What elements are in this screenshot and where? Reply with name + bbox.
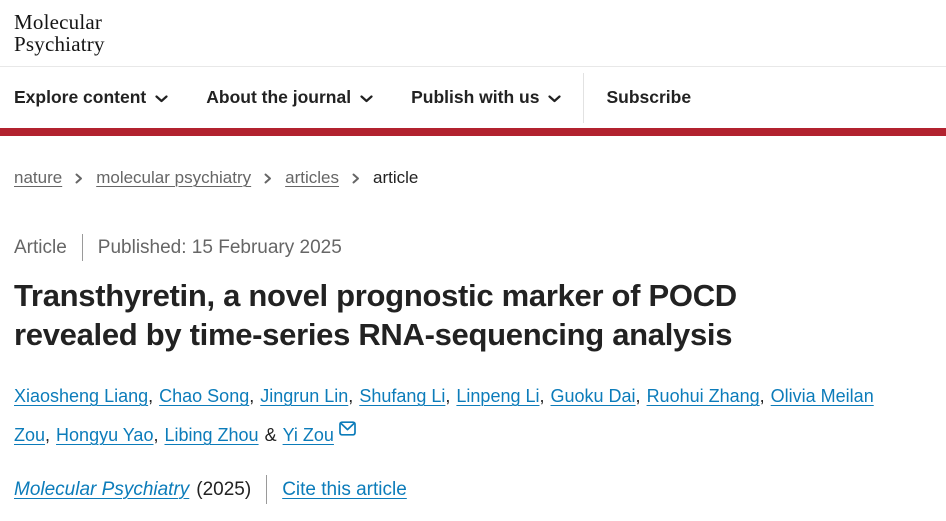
chevron-down-icon <box>155 94 168 102</box>
page-title-line2: revealed by time-series RNA-sequencing a… <box>14 317 733 352</box>
author-link-corresponding[interactable]: Yi Zou <box>282 425 334 445</box>
chevron-right-icon <box>352 172 360 184</box>
author-separator: , <box>539 386 545 406</box>
article-meta: Article Published: 15 February 2025 <box>14 234 932 261</box>
nav-publish-with-us[interactable]: Publish with us <box>411 87 562 108</box>
author-link[interactable]: Libing Zhou <box>164 425 259 445</box>
author-separator: , <box>348 386 354 406</box>
email-envelope-icon[interactable] <box>339 408 356 447</box>
nav-about-journal-label: About the journal <box>206 87 352 107</box>
author-separator: , <box>249 386 255 406</box>
author-link[interactable]: Olivia Meilan Zou <box>14 386 874 445</box>
accent-bar <box>0 128 946 136</box>
breadcrumb-nature[interactable]: nature <box>14 168 63 187</box>
author-separator: , <box>759 386 765 406</box>
author-link[interactable]: Xiaosheng Liang <box>14 386 149 406</box>
journal-logo-line1: Molecular <box>14 10 103 34</box>
cite-this-article-link[interactable]: Cite this article <box>282 478 407 500</box>
meta-divider <box>81 234 83 261</box>
author-separator: , <box>153 425 159 445</box>
site-header: Molecular Psychiatry <box>0 0 946 67</box>
author-separator: , <box>445 386 451 406</box>
nav-divider <box>583 72 585 123</box>
author-link[interactable]: Hongyu Yao <box>56 425 154 445</box>
journal-logo-line2: Psychiatry <box>14 32 105 56</box>
author-link[interactable]: Chao Song <box>159 386 250 406</box>
nav-explore-content[interactable]: Explore content <box>14 87 168 108</box>
chevron-down-icon <box>360 94 373 102</box>
nav-explore-content-label: Explore content <box>14 87 147 107</box>
chevron-down-icon <box>548 94 562 102</box>
nav-subscribe[interactable]: Subscribe <box>606 87 691 108</box>
main-nav: Explore content About the journal Publis… <box>0 67 946 128</box>
chevron-right-icon <box>75 172 83 184</box>
article-type-label: Article <box>14 236 67 258</box>
breadcrumb: nature molecular psychiatry articles art… <box>14 168 932 188</box>
nav-subscribe-label: Subscribe <box>606 87 692 107</box>
breadcrumb-molecular-psychiatry[interactable]: molecular psychiatry <box>96 168 252 187</box>
breadcrumb-articles[interactable]: articles <box>285 168 340 187</box>
author-link[interactable]: Jingrun Lin <box>260 386 349 406</box>
author-link[interactable]: Guoku Dai <box>550 386 636 406</box>
nav-about-journal[interactable]: About the journal <box>206 87 373 108</box>
author-separator: , <box>635 386 641 406</box>
page-title: Transthyretin, a novel prognostic marker… <box>14 276 932 354</box>
author-link[interactable]: Linpeng Li <box>456 386 540 406</box>
author-link[interactable]: Ruohui Zhang <box>646 386 760 406</box>
published-date: Published: 15 February 2025 <box>97 236 342 258</box>
citation-row: Molecular Psychiatry (2025) Cite this ar… <box>14 475 932 504</box>
author-ampersand: & <box>264 425 277 445</box>
journal-logo[interactable]: Molecular Psychiatry <box>14 11 105 55</box>
publication-year: (2025) <box>196 478 252 500</box>
author-link[interactable]: Shufang Li <box>359 386 446 406</box>
breadcrumb-article: article <box>373 168 419 187</box>
citation-divider <box>266 475 268 504</box>
page-title-line1: Transthyretin, a novel prognostic marker… <box>14 278 737 313</box>
article-header: nature molecular psychiatry articles art… <box>0 168 946 504</box>
nav-publish-with-us-label: Publish with us <box>411 87 540 107</box>
author-list: Xiaosheng Liang, Chao Song, Jingrun Lin, Sh… <box>14 377 932 455</box>
author-separator: , <box>45 425 51 445</box>
author-separator: , <box>148 386 154 406</box>
chevron-right-icon <box>264 172 272 184</box>
journal-link[interactable]: Molecular Psychiatry <box>14 478 190 500</box>
